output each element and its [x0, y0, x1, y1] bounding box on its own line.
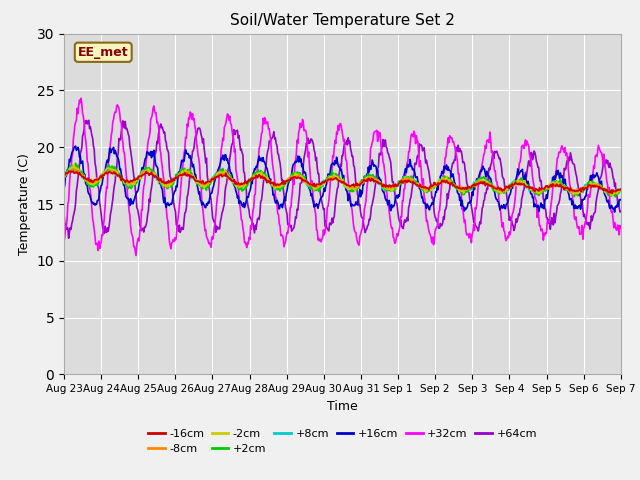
Legend: -16cm, -8cm, -2cm, +2cm, +8cm, +16cm, +32cm, +64cm: -16cm, -8cm, -2cm, +2cm, +8cm, +16cm, +3… — [143, 424, 541, 459]
Title: Soil/Water Temperature Set 2: Soil/Water Temperature Set 2 — [230, 13, 455, 28]
Y-axis label: Temperature (C): Temperature (C) — [18, 153, 31, 255]
X-axis label: Time: Time — [327, 400, 358, 413]
Text: EE_met: EE_met — [78, 46, 129, 59]
